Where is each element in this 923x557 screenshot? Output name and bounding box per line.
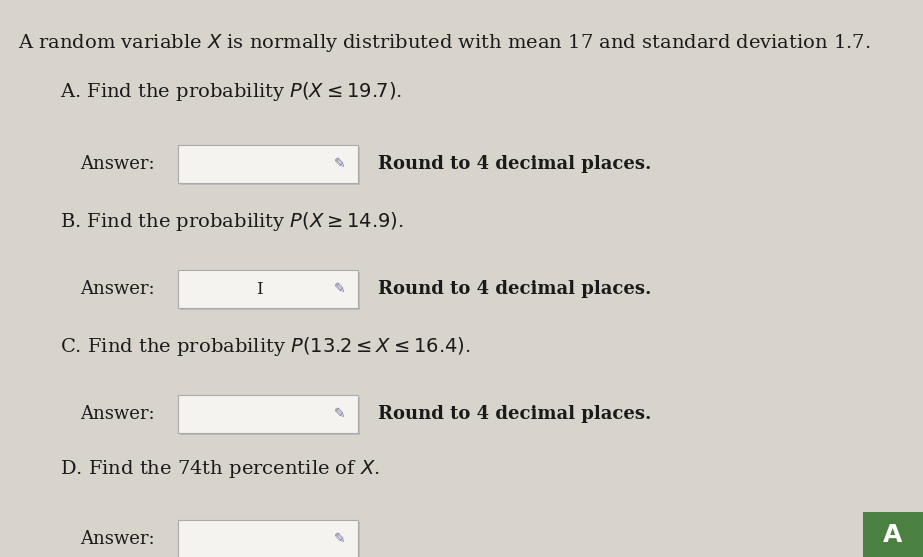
Text: Answer:: Answer:	[80, 280, 155, 298]
Text: Answer:: Answer:	[80, 155, 155, 173]
FancyBboxPatch shape	[180, 147, 360, 185]
Text: A. Find the probability $P(X \leq 19.7)$.: A. Find the probability $P(X \leq 19.7)$…	[60, 80, 402, 103]
Text: Answer:: Answer:	[80, 405, 155, 423]
Text: Answer:: Answer:	[80, 530, 155, 548]
Text: ✎: ✎	[334, 282, 346, 296]
FancyBboxPatch shape	[180, 397, 360, 435]
Text: B. Find the probability $P(X \geq 14.9)$.: B. Find the probability $P(X \geq 14.9)$…	[60, 210, 404, 233]
Text: ✎: ✎	[334, 407, 346, 421]
Text: ✎: ✎	[334, 532, 346, 546]
Text: ✎: ✎	[334, 157, 346, 171]
Text: Round to 4 decimal places.: Round to 4 decimal places.	[378, 155, 652, 173]
Text: C. Find the probability $P(13.2 \leq X \leq 16.4)$.: C. Find the probability $P(13.2 \leq X \…	[60, 335, 471, 358]
Text: A random variable $X$ is normally distributed with mean 17 and standard deviatio: A random variable $X$ is normally distri…	[18, 32, 870, 54]
FancyBboxPatch shape	[863, 512, 923, 557]
FancyBboxPatch shape	[178, 395, 358, 433]
FancyBboxPatch shape	[180, 522, 360, 557]
FancyBboxPatch shape	[178, 520, 358, 557]
Text: D. Find the 74th percentile of $X$.: D. Find the 74th percentile of $X$.	[60, 458, 380, 480]
FancyBboxPatch shape	[180, 272, 360, 310]
FancyBboxPatch shape	[178, 270, 358, 308]
Text: Round to 4 decimal places.: Round to 4 decimal places.	[378, 405, 652, 423]
Text: Round to 4 decimal places.: Round to 4 decimal places.	[378, 280, 652, 298]
Text: A: A	[883, 522, 903, 546]
FancyBboxPatch shape	[178, 145, 358, 183]
Text: I: I	[256, 281, 262, 297]
